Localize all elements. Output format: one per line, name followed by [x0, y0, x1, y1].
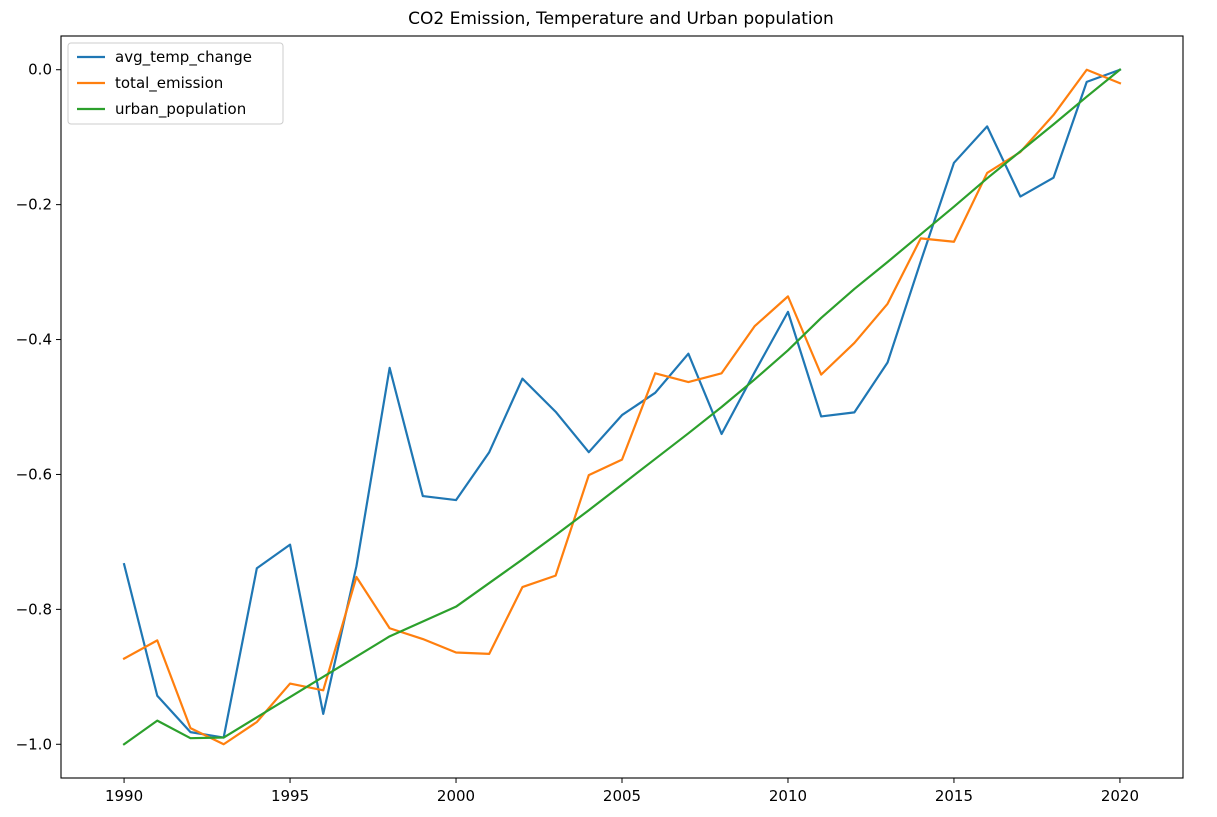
series-line-total_emission	[122, 68, 1122, 746]
axes-frame	[60, 35, 1184, 779]
y-tick-label: −0.8	[16, 600, 52, 618]
legend-frame	[67, 42, 284, 125]
y-tick-label: 0.0	[28, 61, 52, 79]
series-line-urban_population	[122, 68, 1122, 746]
legend-label-avg_temp_change: avg_temp_change	[115, 48, 252, 67]
x-tick-label: 2005	[603, 787, 641, 805]
x-tick-label: 2015	[935, 787, 973, 805]
legend-label-total_emission: total_emission	[115, 74, 223, 93]
x-tick-label: 2000	[437, 787, 475, 805]
x-tick-label: 1995	[271, 787, 309, 805]
y-tick-label: −1.0	[16, 735, 52, 753]
x-tick-label: 2020	[1101, 787, 1139, 805]
x-tick-label: 1990	[105, 787, 143, 805]
y-tick-label: −0.6	[16, 465, 52, 483]
plot-area: 1990 1995 2000 2005 2010 2015 2020 0.0 −0.2 −0.4 −…	[16, 35, 1184, 805]
legend: avg_temp_change total_emission urban_popul…	[67, 42, 284, 125]
y-tick-label: −0.2	[16, 196, 52, 214]
legend-label-urban_population: urban_population	[115, 100, 246, 119]
x-tick-label: 2010	[769, 787, 807, 805]
series-line-avg_temp_change	[122, 68, 1122, 739]
chart-title: CO2 Emission, Temperature and Urban popu…	[408, 9, 834, 29]
y-tick-label: −0.4	[16, 331, 52, 349]
